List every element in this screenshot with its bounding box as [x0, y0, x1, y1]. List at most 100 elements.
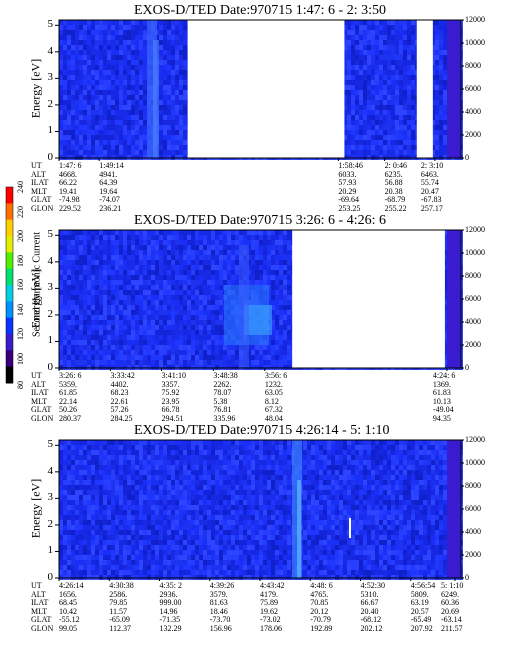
heatmap-cell — [367, 60, 371, 65]
heatmap-cell — [135, 90, 139, 95]
heatmap-cell — [403, 50, 407, 55]
heatmap-cell — [207, 305, 211, 310]
heatmap-cell — [143, 325, 147, 330]
heatmap-cell — [391, 75, 395, 80]
heatmap-cell — [71, 65, 75, 70]
heatmap-cell — [167, 85, 171, 90]
heatmap-cell — [179, 115, 183, 120]
heatmap-cell — [195, 325, 199, 330]
heatmap-cell — [127, 355, 131, 360]
heatmap-cell — [347, 125, 351, 130]
heatmap-cell — [363, 135, 367, 140]
heatmap-cell — [435, 135, 439, 140]
heatmap-cell — [115, 20, 119, 25]
heatmap-cell — [179, 55, 183, 60]
heatmap-cell — [183, 240, 187, 245]
heatmap-cell — [139, 295, 143, 300]
heatmap-cell — [107, 340, 111, 345]
heatmap-cell — [79, 50, 83, 55]
heatmap-cell — [167, 45, 171, 50]
heatmap-cell — [387, 80, 391, 85]
heatmap-cell — [95, 355, 99, 360]
heatmap-cell — [383, 70, 387, 75]
heatmap-cell — [379, 100, 383, 105]
heatmap-cell — [119, 100, 123, 105]
heatmap-cell — [191, 230, 195, 235]
heatmap-cell — [179, 260, 183, 265]
heatmap-cell — [283, 345, 287, 350]
heatmap-cell — [171, 25, 175, 30]
heatmap-cell — [287, 270, 291, 275]
heatmap-cell — [67, 245, 71, 250]
heatmap-cell — [123, 105, 127, 110]
heatmap-cell — [115, 145, 119, 150]
heatmap-cell — [59, 350, 63, 355]
heatmap-cell — [67, 300, 71, 305]
heatmap-cell — [195, 240, 199, 245]
heatmap-cell — [411, 60, 415, 65]
heatmap-cell — [107, 150, 111, 155]
heatmap-cell — [75, 20, 79, 25]
heatmap-cell — [179, 335, 183, 340]
heatmap-cell — [83, 335, 87, 340]
heatmap-cell — [367, 35, 371, 40]
heatmap-cell — [211, 315, 215, 320]
heatmap-cell — [411, 65, 415, 70]
heatmap-cell — [395, 80, 399, 85]
heatmap-cell — [131, 90, 135, 95]
heatmap-cell — [159, 150, 163, 155]
heatmap-cell — [363, 45, 367, 50]
heatmap-cell — [159, 305, 163, 310]
heatmap-cell — [371, 150, 375, 155]
heatmap-cell — [391, 40, 395, 45]
heatmap-cell — [435, 90, 439, 95]
heatmap-cell — [191, 290, 195, 295]
heatmap-cell — [79, 275, 83, 280]
heatmap-cell — [383, 120, 387, 125]
heatmap-cell — [171, 330, 175, 335]
heatmap-cell — [115, 355, 119, 360]
heatmap-cell — [159, 135, 163, 140]
heatmap-cell — [167, 360, 171, 365]
panel-2 — [55, 230, 464, 371]
heatmap-cell — [139, 105, 143, 110]
heatmap-cell — [219, 345, 223, 350]
heatmap-cell — [63, 230, 67, 235]
heatmap-cell — [91, 135, 95, 140]
heatmap-cell — [371, 115, 375, 120]
heatmap-cell — [411, 140, 415, 145]
heatmap-cell — [211, 260, 215, 265]
heatmap-cell — [179, 315, 183, 320]
heatmap-cell — [87, 45, 91, 50]
heatmap-cell — [151, 255, 155, 260]
heatmap-cell — [155, 325, 159, 330]
heatmap-cell — [143, 50, 147, 55]
heatmap-cell — [443, 120, 447, 125]
heatmap-cell — [75, 325, 79, 330]
heatmap-cell — [75, 40, 79, 45]
heatmap-cell — [159, 110, 163, 115]
heatmap-cell — [127, 300, 131, 305]
heatmap-cell — [283, 310, 287, 315]
heatmap-cell — [163, 55, 167, 60]
heatmap-cell — [279, 270, 283, 275]
heatmap-cell — [115, 255, 119, 260]
heatmap-cell — [191, 245, 195, 250]
heatmap-cell — [59, 35, 63, 40]
heatmap-cell — [67, 135, 71, 140]
heatmap-cell — [387, 130, 391, 135]
heatmap-cell — [367, 135, 371, 140]
heatmap-cell — [123, 35, 127, 40]
heatmap-cell — [255, 355, 259, 360]
heatmap-cell — [95, 20, 99, 25]
heatmap-cell — [379, 20, 383, 25]
heatmap-cell — [347, 100, 351, 105]
heatmap-cell — [191, 325, 195, 330]
heatmap-cell — [275, 280, 279, 285]
heatmap-cell — [115, 280, 119, 285]
heatmap-cell — [79, 295, 83, 300]
heatmap-cell — [135, 260, 139, 265]
heatmap-cell — [367, 130, 371, 135]
heatmap-cell — [107, 245, 111, 250]
heatmap-cell — [175, 295, 179, 300]
